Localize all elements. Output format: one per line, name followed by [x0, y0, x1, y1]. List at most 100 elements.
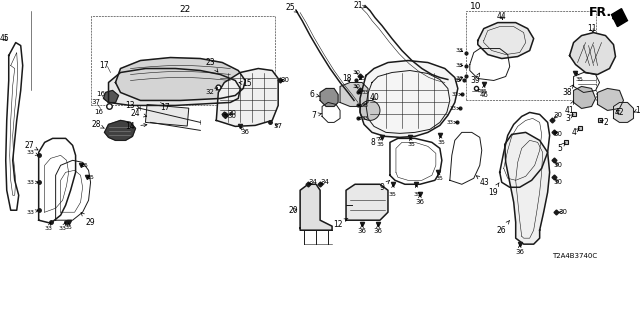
Text: 33: 33 — [456, 48, 464, 53]
Text: 33: 33 — [456, 63, 464, 68]
Text: 26: 26 — [497, 220, 509, 235]
Text: 35: 35 — [480, 85, 488, 94]
Text: 36: 36 — [241, 127, 250, 135]
Text: 42: 42 — [614, 108, 624, 117]
Polygon shape — [340, 83, 368, 107]
Text: 30: 30 — [281, 77, 290, 84]
Text: 10: 10 — [470, 2, 481, 11]
Text: 35: 35 — [408, 138, 416, 147]
Polygon shape — [611, 9, 627, 27]
Text: 33: 33 — [358, 116, 369, 121]
Text: 37: 37 — [274, 124, 283, 129]
Text: 33: 33 — [358, 90, 369, 95]
Text: 30: 30 — [553, 162, 562, 168]
Polygon shape — [109, 68, 240, 105]
Text: 16: 16 — [96, 92, 105, 98]
Polygon shape — [216, 68, 278, 126]
Text: 35: 35 — [575, 73, 584, 82]
Polygon shape — [505, 132, 550, 244]
Text: 14: 14 — [125, 122, 147, 131]
Polygon shape — [570, 33, 616, 75]
Text: 33: 33 — [358, 76, 365, 81]
Text: 36: 36 — [374, 225, 383, 234]
Text: 30: 30 — [553, 132, 562, 137]
Polygon shape — [115, 58, 245, 100]
Text: 44: 44 — [497, 12, 507, 21]
Text: 33: 33 — [456, 76, 464, 81]
Polygon shape — [346, 184, 388, 220]
Text: 36: 36 — [415, 195, 424, 205]
Text: 36: 36 — [358, 225, 367, 234]
Text: 37: 37 — [91, 100, 100, 106]
Text: 6: 6 — [310, 90, 320, 99]
Text: 35: 35 — [436, 173, 444, 181]
Text: 41: 41 — [564, 100, 575, 115]
Text: 35: 35 — [438, 136, 446, 145]
Text: 30: 30 — [228, 110, 237, 116]
Text: 30: 30 — [352, 70, 360, 75]
Text: 35: 35 — [389, 185, 397, 197]
Text: 33: 33 — [358, 103, 369, 108]
Text: 30: 30 — [553, 179, 562, 185]
Text: 33: 33 — [451, 92, 461, 97]
Text: 17: 17 — [99, 61, 108, 70]
Text: 12: 12 — [333, 218, 348, 229]
Text: 33: 33 — [454, 78, 461, 83]
Text: 43: 43 — [476, 176, 490, 187]
Text: 33: 33 — [59, 223, 67, 231]
Text: 19: 19 — [488, 183, 499, 197]
Text: 33: 33 — [27, 210, 38, 215]
Text: 32: 32 — [206, 88, 218, 95]
Text: 17: 17 — [161, 103, 170, 112]
Text: 34: 34 — [308, 179, 317, 185]
Text: 39: 39 — [471, 73, 481, 85]
Text: 21: 21 — [353, 1, 365, 10]
Text: 9: 9 — [380, 180, 389, 192]
Text: 5: 5 — [557, 143, 565, 153]
Bar — [91, 16, 275, 105]
Text: 33: 33 — [27, 180, 38, 185]
Text: 8: 8 — [371, 137, 380, 147]
Text: 16: 16 — [94, 109, 103, 116]
Text: 34: 34 — [321, 179, 330, 185]
Polygon shape — [614, 102, 634, 123]
Text: 36: 36 — [515, 245, 524, 255]
Polygon shape — [320, 88, 338, 107]
Text: 13: 13 — [125, 101, 140, 110]
Text: 33: 33 — [446, 120, 456, 125]
Text: 1: 1 — [634, 106, 640, 115]
Text: 38: 38 — [563, 85, 573, 97]
Text: FR.: FR. — [589, 6, 612, 19]
Text: 46: 46 — [478, 89, 488, 99]
Text: 33: 33 — [449, 106, 460, 111]
Text: 18: 18 — [342, 74, 352, 83]
Text: 7: 7 — [312, 111, 322, 120]
Text: 28: 28 — [92, 120, 104, 129]
Circle shape — [360, 100, 380, 120]
Polygon shape — [104, 91, 118, 102]
Polygon shape — [300, 184, 332, 230]
Text: T2A4B3740C: T2A4B3740C — [552, 253, 598, 259]
Text: 35: 35 — [376, 138, 384, 147]
Polygon shape — [478, 23, 534, 59]
Polygon shape — [360, 60, 458, 137]
Text: 11: 11 — [587, 24, 596, 33]
Text: 33: 33 — [27, 150, 38, 155]
Text: 35: 35 — [65, 223, 72, 230]
Text: 40: 40 — [370, 93, 380, 102]
Text: 45: 45 — [0, 34, 10, 43]
Bar — [466, 11, 596, 100]
Text: 15: 15 — [239, 79, 252, 88]
Polygon shape — [573, 86, 596, 108]
Text: 22: 22 — [180, 5, 191, 14]
Polygon shape — [104, 120, 136, 140]
Text: 30: 30 — [225, 113, 237, 119]
Text: 27: 27 — [25, 141, 38, 150]
Polygon shape — [598, 88, 623, 110]
Text: 24: 24 — [131, 109, 147, 118]
Text: 35: 35 — [414, 185, 422, 197]
Text: 35: 35 — [81, 163, 88, 168]
Text: 30: 30 — [558, 209, 567, 215]
Bar — [145, 105, 189, 126]
Text: 25: 25 — [285, 3, 298, 12]
